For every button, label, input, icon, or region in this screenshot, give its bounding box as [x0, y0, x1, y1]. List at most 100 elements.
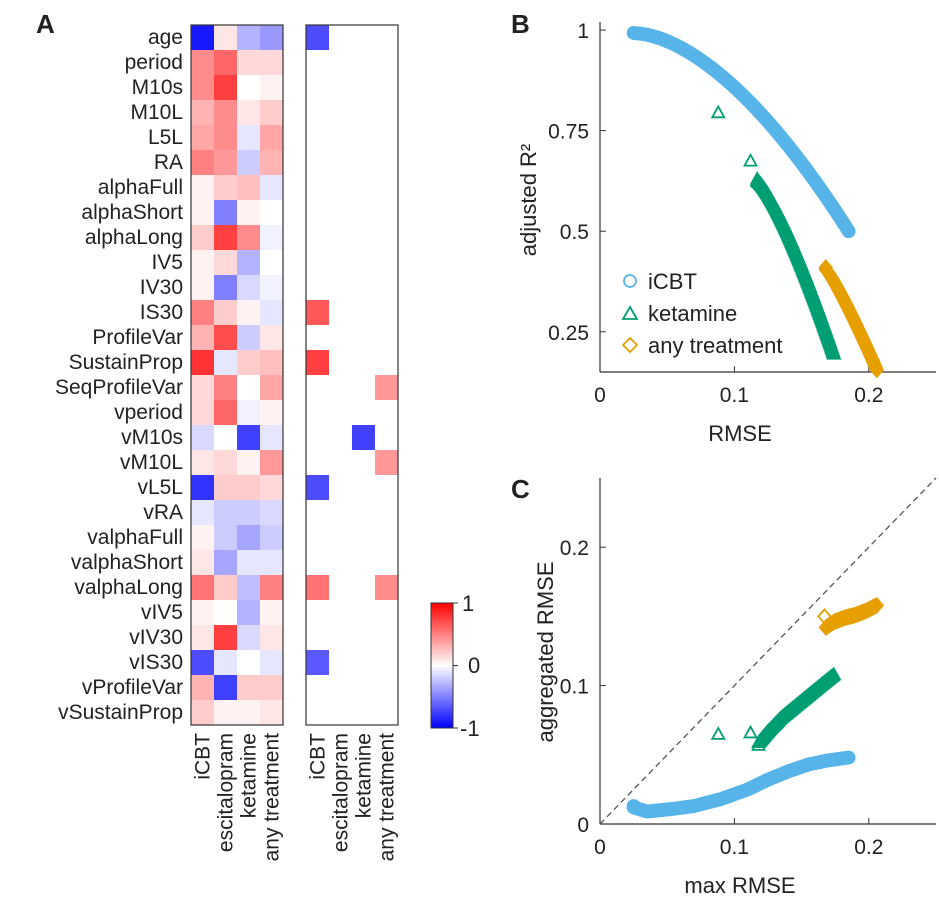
row-label-alphashort: alphaShort — [81, 201, 183, 224]
data-point-outline — [742, 152, 759, 167]
column-label-any-treatment: any treatment — [376, 733, 399, 862]
heatmap-cell — [260, 275, 284, 301]
heatmap-cell — [306, 300, 330, 326]
heatmap-cell — [237, 550, 261, 576]
y-tick-label: 0.1 — [560, 676, 589, 699]
heatmap-cell — [191, 275, 215, 301]
heatmap-cell — [329, 550, 353, 576]
heatmap-cell — [375, 150, 399, 176]
data-point-outline — [817, 608, 832, 625]
heatmap-cell — [260, 300, 284, 326]
heatmap-cell — [375, 350, 399, 376]
heatmap-cell — [260, 375, 284, 401]
heatmap-cell — [214, 275, 238, 301]
heatmap-cell — [214, 300, 238, 326]
row-label-sustainprop: SustainProp — [69, 351, 183, 374]
panel-b: B 0 0.1 0.2 0.25 0.5 0.75 1 RMSE adjusted R² i… — [511, 9, 936, 446]
legend-marker-ketamine — [621, 305, 639, 320]
heatmap-cell — [191, 175, 215, 201]
heatmap-cell — [237, 350, 261, 376]
heatmap-cell — [237, 250, 261, 276]
heatmap-cell — [329, 475, 353, 501]
heatmap-cell — [237, 625, 261, 651]
heatmap-cell — [237, 125, 261, 151]
row-label-valphafull: valphaFull — [87, 526, 183, 549]
heatmap-cell — [329, 350, 353, 376]
heatmap-cell — [191, 700, 215, 726]
heatmap-cell — [237, 25, 261, 51]
heatmap-cell — [306, 600, 330, 626]
x-tick-label: 0.1 — [720, 836, 749, 859]
heatmap-cell — [260, 225, 284, 251]
heatmap-cell — [214, 400, 238, 426]
heatmap-cell — [329, 250, 353, 276]
c-ylabel: aggregated RMSE — [533, 562, 558, 743]
data-point — [826, 346, 842, 360]
heatmap-cell — [260, 450, 284, 476]
heatmap-cell — [306, 575, 330, 601]
heatmap-cell — [375, 125, 399, 151]
heatmap-cell — [375, 400, 399, 426]
heatmap-cell — [329, 575, 353, 601]
column-label-icbt: iCBT — [307, 733, 330, 780]
heatmap-cell — [375, 550, 399, 576]
x-tick-label: 0 — [594, 836, 606, 859]
row-label-profilevar: ProfileVar — [92, 326, 183, 349]
y-tick-label: 0.2 — [560, 537, 589, 560]
heatmap-cell — [375, 575, 399, 601]
heatmap-cell — [260, 700, 284, 726]
heatmap-cell — [306, 25, 330, 51]
heatmap-cell — [214, 650, 238, 676]
series-icbt — [626, 25, 856, 239]
heatmap-cell — [214, 250, 238, 276]
heatmap-cell — [329, 425, 353, 451]
heatmap-cell — [260, 600, 284, 626]
data-point-outline — [749, 171, 765, 185]
heatmap-cell — [260, 400, 284, 426]
heatmap-cell — [214, 450, 238, 476]
heatmap-cell — [214, 600, 238, 626]
heatmap-cell — [191, 550, 215, 576]
heatmap-cell — [191, 675, 215, 701]
heatmap-cell — [352, 700, 376, 726]
heatmap-cell — [352, 500, 376, 526]
heatmap-cell — [375, 425, 399, 451]
heatmap-cell — [191, 575, 215, 601]
heatmap-cell — [375, 475, 399, 501]
b-xlabel: RMSE — [708, 421, 772, 446]
heatmap-left-column-labels: iCBT escitalopram ketamine any treatment — [192, 733, 284, 862]
panel-a: A ageperiodM10sM10LL5LRAalphaFullalphaSh… — [36, 9, 480, 861]
heatmap-cell — [375, 100, 399, 126]
heatmap-cell — [214, 350, 238, 376]
heatmap-cell — [260, 125, 284, 151]
heatmap-cell — [306, 100, 330, 126]
heatmap-cell — [191, 475, 215, 501]
row-label-vl5l: vL5L — [137, 476, 183, 499]
heatmap-cell — [191, 50, 215, 76]
heatmap-cell — [214, 550, 238, 576]
heatmap-cell — [214, 675, 238, 701]
heatmap-left-frame — [190, 24, 284, 726]
heatmap-right-column-labels: iCBT escitalopram ketamine any treatment — [307, 733, 399, 862]
heatmap-cell — [306, 625, 330, 651]
heatmap-cell — [191, 425, 215, 451]
data-point — [869, 596, 885, 614]
y-tick-label: 0.75 — [548, 121, 589, 144]
data-point — [826, 666, 842, 681]
row-label-m10s: M10s — [132, 76, 183, 99]
heatmap-cell — [214, 375, 238, 401]
heatmap-cell — [237, 650, 261, 676]
column-label-ketamine: ketamine — [353, 733, 376, 818]
heatmap-cell — [237, 700, 261, 726]
heatmap-cell — [191, 200, 215, 226]
heatmap-cell — [306, 125, 330, 151]
heatmap-cell — [352, 150, 376, 176]
heatmap-cell — [352, 175, 376, 201]
heatmap-cell — [214, 25, 238, 51]
heatmap-cell — [375, 525, 399, 551]
row-label-period: period — [125, 51, 183, 74]
heatmap-cell — [329, 275, 353, 301]
data-point-outline — [742, 724, 759, 739]
b-legend: iCBT ketamine any treatment — [621, 269, 783, 358]
